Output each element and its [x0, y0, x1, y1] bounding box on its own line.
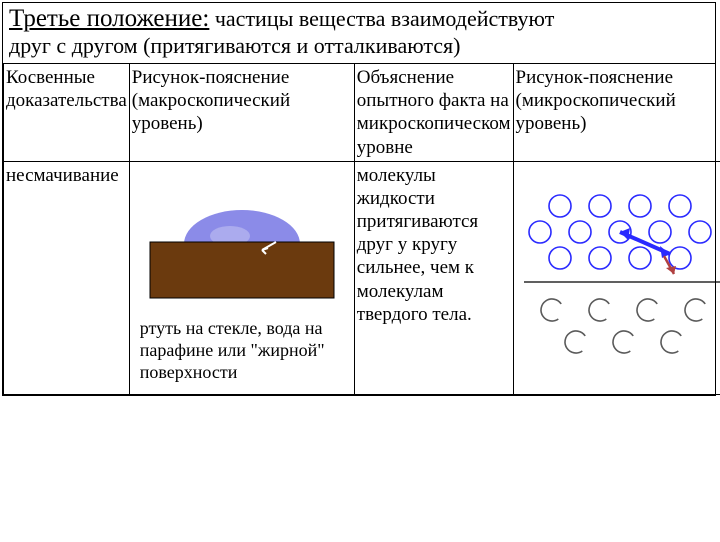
header-col1: Косвенные доказательства: [4, 64, 130, 161]
title-row: Третье положение: частицы вещества взаим…: [3, 3, 715, 64]
title-rest-1: частицы вещества взаимодействуют: [209, 6, 554, 31]
micro-figure-svg: [516, 182, 720, 382]
header-col3: Объяснение опытного факта на микроскопич…: [354, 64, 513, 161]
table-header-row: Косвенные доказательства Рисунок-пояснен…: [4, 64, 720, 161]
header-col2: Рисунок-пояснение (макроскопический уров…: [129, 64, 354, 161]
header-col4: Рисунок-пояснение (микроскопический уров…: [513, 64, 720, 161]
cell-explanation: молекулы жидкости притягиваются друг у к…: [354, 161, 513, 394]
macro-figure-svg: [132, 182, 352, 310]
macro-figure-caption: ртуть на стекле, вода на парафине или "ж…: [140, 318, 344, 384]
title-rest-2: друг с другом (притягиваются и отталкива…: [9, 33, 460, 58]
document-frame: Третье положение: частицы вещества взаим…: [2, 2, 716, 396]
title-underlined: Третье положение:: [9, 5, 209, 32]
table-row: несмачивание ртуть на стекле, вода на па…: [4, 161, 720, 394]
cell-evidence: несмачивание: [4, 161, 130, 394]
table: Косвенные доказательства Рисунок-пояснен…: [3, 64, 720, 395]
cell-macro-figure: ртуть на стекле, вода на парафине или "ж…: [129, 161, 354, 394]
cell-micro-figure: [513, 161, 720, 394]
